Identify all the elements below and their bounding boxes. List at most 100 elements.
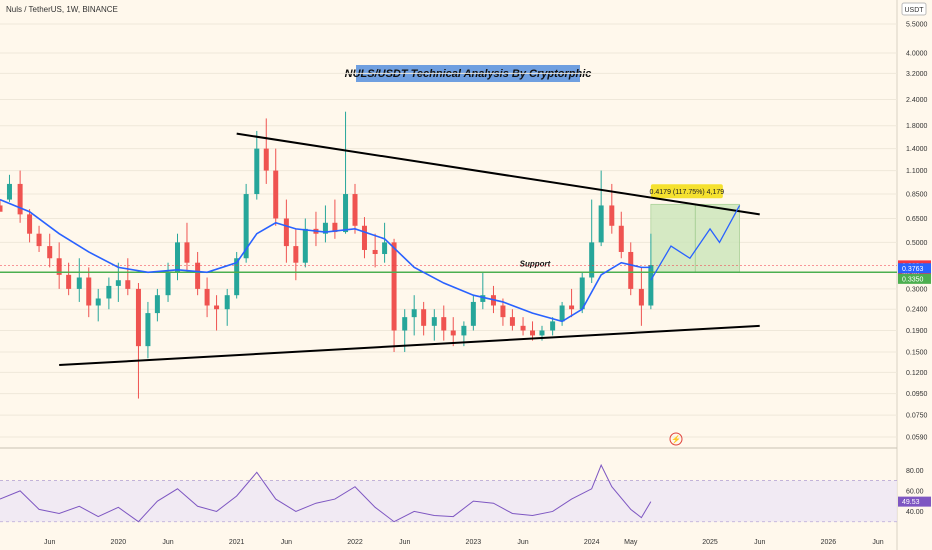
candle-body [352,194,358,226]
price-axis[interactable]: 5.5000 4.0000 3.2000 2.4000 1.8000 1.4000 1.10… [898,22,931,442]
rsi-tick-label: 40.00 [906,509,924,516]
candle-body [322,222,328,234]
candle-body [6,183,12,200]
target-label: 0.4179 (117.75%) 4,179 [650,189,725,196]
x-tick-label: 2023 [466,539,482,546]
candle-body [47,246,53,259]
candle-body [115,280,121,286]
candle-body [154,295,160,314]
x-tick-label: 2020 [111,539,127,546]
x-tick-label: 2024 [584,539,600,546]
candle-body [461,325,467,336]
x-tick-label: Jun [399,539,410,546]
candle-body [204,288,210,306]
candle-body [293,246,299,263]
lines-layer: Support [0,132,897,367]
candle-body [402,317,408,331]
time-axis[interactable]: Jun 2020 Jun 2021 Jun 2022 Jun 2023 Jun 2024 May 20… [44,539,884,546]
candle-body [76,277,82,289]
currency-label: USDT [904,7,924,14]
rsi-tick-label: 80.00 [906,468,924,475]
rsi-pane: 80.00 60.00 40.00 49.53 [0,463,931,523]
candle-body [431,317,437,326]
candle-body [184,242,190,263]
y-tick-label: 0.6500 [906,216,928,223]
flash-icon-glyph: ⚡ [671,434,681,444]
x-tick-label: 2022 [347,539,363,546]
candle-body [509,317,515,326]
y-tick-label: 0.0750 [906,413,928,420]
candle-body [539,330,545,336]
currency-badge[interactable] [901,2,927,16]
candle-body [95,298,101,306]
price-label: 0.3763 [902,266,924,273]
price-label-box [898,273,931,284]
candle-body [421,309,427,326]
projection-path [650,205,741,281]
candle-body [372,249,378,255]
candle-body [500,305,506,318]
candle-body [628,251,634,289]
candle-body [273,170,279,219]
candle-body [195,262,201,289]
y-tick-label: 0.2400 [906,307,928,314]
candles-layer [0,111,654,399]
symbol-label: Nuls / TetherUS, 1W, BINANCE [6,5,118,14]
candle-body [175,242,181,273]
y-tick-label: 5.5000 [906,22,928,29]
candle-body [441,317,447,331]
candle-body [450,330,456,336]
candle-body [27,214,33,234]
y-tick-label: 0.1500 [906,350,928,357]
x-tick-label: 2026 [821,539,837,546]
support-label: Support [520,259,551,268]
candle-body [569,305,575,310]
candle-body [343,194,349,233]
flash-icon[interactable] [669,432,683,446]
y-tick-label: 0.5000 [906,240,928,247]
y-tick-label: 2.4000 [906,97,928,104]
candle-body [648,265,654,306]
moving-average-line [0,198,651,323]
candle-body [411,309,417,318]
candle-body [243,194,249,259]
candle-body [234,258,240,296]
candle-body [470,301,476,326]
candle-body [589,242,595,278]
y-tick-label: 1.1000 [906,168,928,175]
candle-body [618,225,624,252]
candle-body [579,277,585,310]
price-label: 0.3350 [902,276,924,283]
candle-body [391,242,397,331]
candle-body [0,205,3,212]
y-tick-label: 3.2000 [906,71,928,78]
x-tick-label: Jun [281,539,292,546]
candle-body [283,218,289,247]
x-tick-label: Jun [162,539,173,546]
y-tick-label: 1.8000 [906,123,928,130]
target-label-box [650,184,723,199]
candle-body [66,274,72,289]
y-tick-label: 0.0950 [906,391,928,398]
candle-body [332,222,338,233]
candle-body [106,285,112,299]
rsi-line [0,463,652,523]
candle-body [520,325,526,331]
candle-body [382,242,388,255]
support-trendline [59,324,760,367]
y-tick-label: 4.0000 [906,51,928,58]
x-tick-label: 2021 [229,539,245,546]
price-label-box [898,263,931,274]
rsi-current-label: 49.53 [902,499,920,506]
candle-body [36,233,42,247]
y-tick-label: 0.8500 [906,192,928,199]
y-tick-label: 0.0590 [906,435,928,442]
y-tick-label: 0.3000 [906,286,928,293]
resistance-trendline [236,132,760,216]
y-tick-label: 1.4000 [906,146,928,153]
target-box-layer: 0.4179 (117.75%) 4,179 [650,184,740,273]
x-tick-label: May [624,539,638,546]
candle-body [598,205,604,243]
